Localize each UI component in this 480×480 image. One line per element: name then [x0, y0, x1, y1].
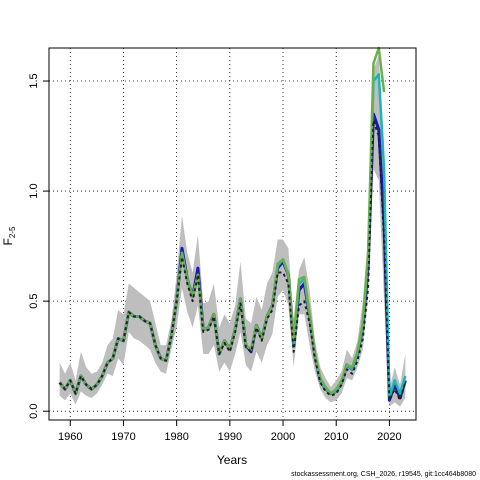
x-tick-label: 1990 — [218, 431, 242, 443]
confidence-band-layer — [59, 54, 406, 407]
x-tick-label: 2020 — [377, 431, 401, 443]
series-line-4 — [58, 119, 407, 402]
x-tick-label: 2000 — [271, 431, 295, 443]
y-axis-title-group: F2-5 — [1, 226, 17, 245]
x-tick-label: 1980 — [164, 431, 188, 443]
x-tick-label: 1970 — [111, 431, 135, 443]
x-axis-title: Years — [217, 453, 247, 467]
series-layer — [58, 46, 407, 402]
y-tick-label: 1.0 — [28, 183, 40, 198]
y-axis-title-main: F — [1, 238, 15, 245]
x-axis: 1960 1970 1980 1990 2000 2010 2020 — [58, 420, 402, 443]
x-tick-label: 1960 — [58, 431, 82, 443]
y-axis: 0.0 0.5 1.0 1.5 — [28, 73, 49, 419]
y-axis-title: F2-5 — [1, 226, 17, 245]
x-tick-label: 2010 — [324, 431, 348, 443]
y-tick-label: 0.5 — [28, 293, 40, 308]
y-axis-title-subscript: 2-5 — [8, 226, 17, 238]
y-tick-label: 1.5 — [28, 73, 40, 88]
plot-frame — [48, 47, 417, 421]
footer-source: stockassessment.org, CSH_2026, r19545, g… — [291, 471, 476, 478]
confidence-band — [59, 54, 406, 407]
y-tick-label: 0.0 — [28, 404, 40, 419]
